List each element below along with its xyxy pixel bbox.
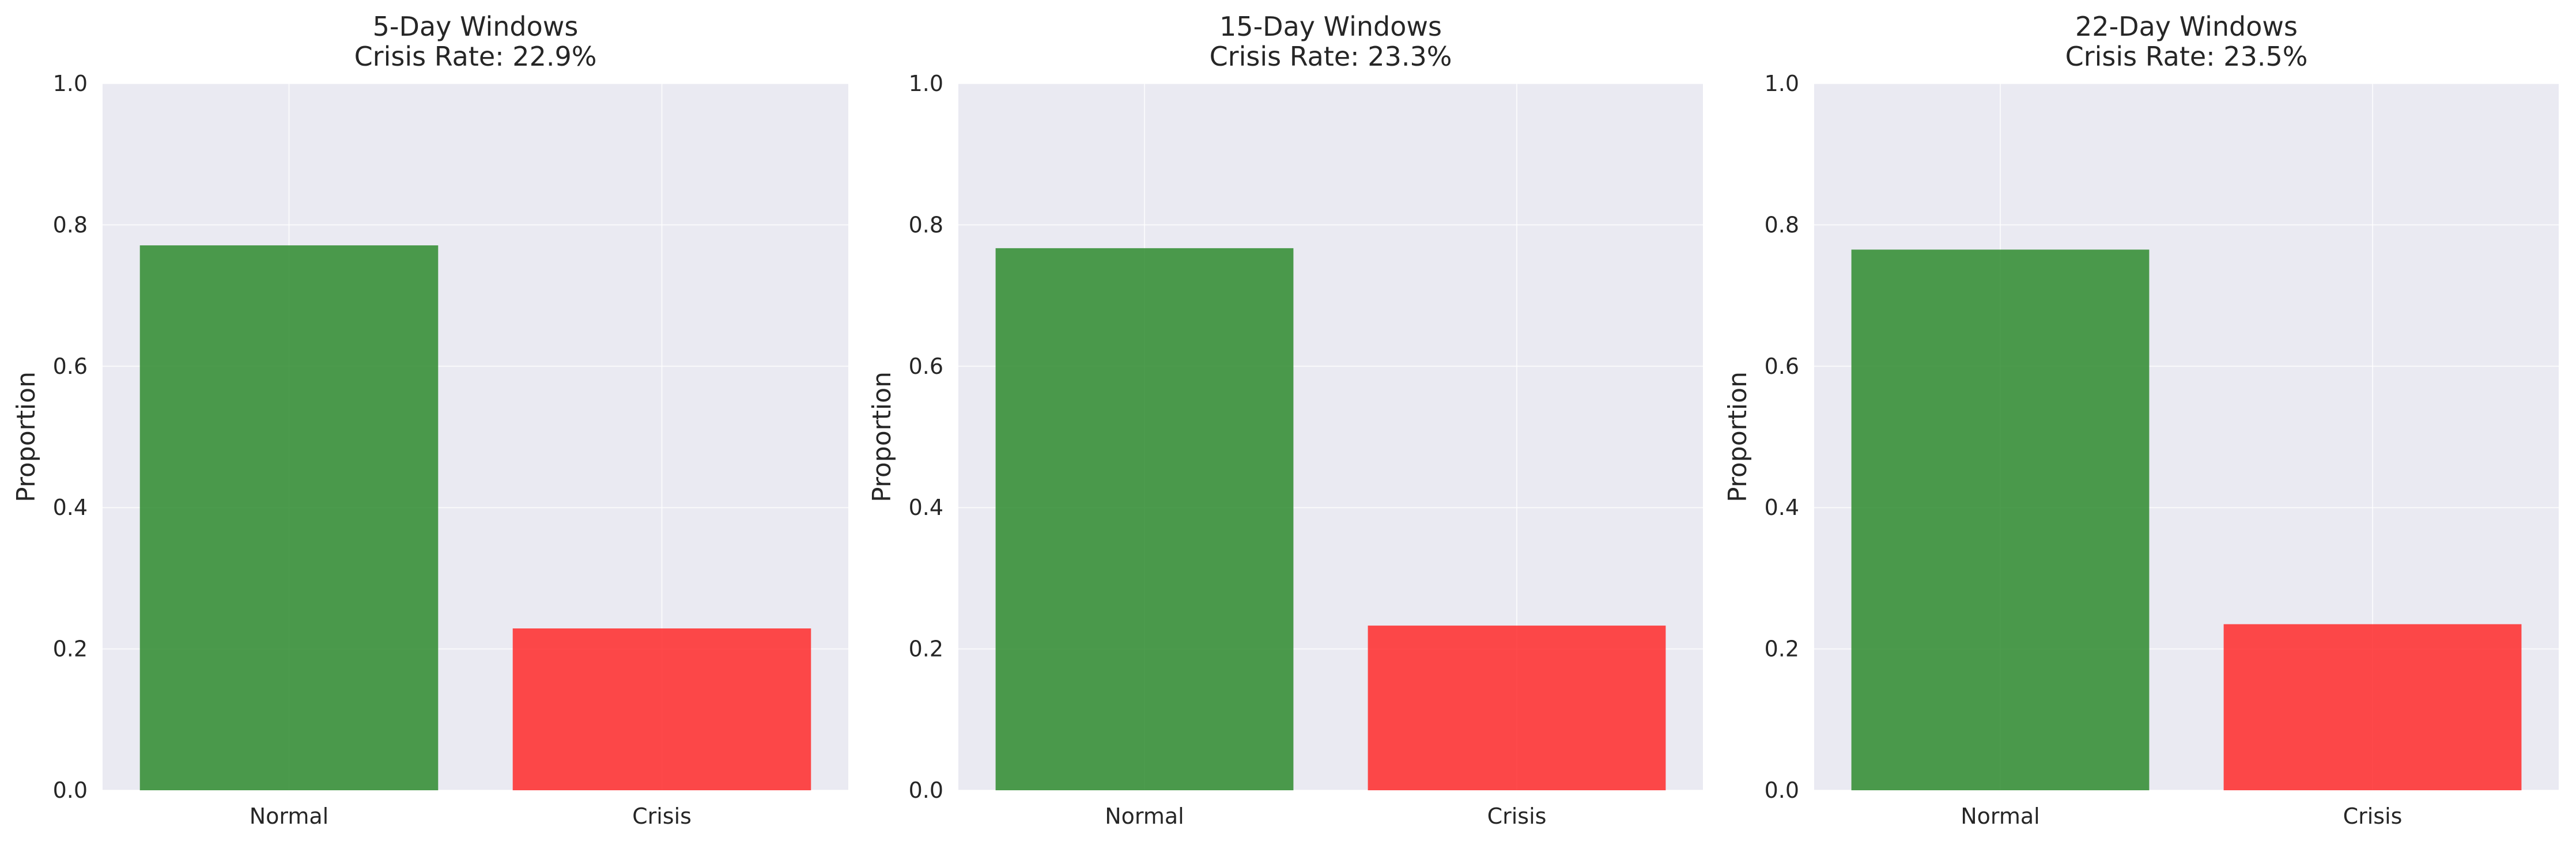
panel-3: 0.0 0.2 0.4 0.6 0.8 1.0 Normal Crisis Proportion… — [1723, 11, 2559, 829]
y-tick-label: 0.6 — [1765, 354, 1799, 379]
y-axis-label: Proportion — [1723, 372, 1752, 502]
bar-normal — [1851, 249, 2150, 791]
bar-crisis — [2223, 624, 2522, 790]
y-tick-label: 0.8 — [909, 212, 943, 237]
y-tick-label: 0.0 — [1765, 778, 1799, 803]
y-tick-label: 0.8 — [1765, 212, 1799, 237]
y-tick-label: 1.0 — [53, 71, 88, 96]
chart-subtitle: Crisis Rate: 23.5% — [2065, 41, 2308, 72]
bar-normal — [995, 248, 1294, 790]
chart-title: 15-Day Windows — [1219, 11, 1442, 42]
y-tick-label: 0.0 — [53, 778, 88, 803]
y-axis-label: Proportion — [867, 372, 897, 502]
x-tick-label: Crisis — [2343, 804, 2403, 829]
x-tick-label: Normal — [1105, 804, 1184, 829]
y-tick-label: 0.0 — [909, 778, 943, 803]
x-tick-label: Crisis — [632, 804, 692, 829]
y-tick-label: 0.2 — [1765, 636, 1799, 662]
bar-normal — [139, 245, 439, 790]
y-tick-label: 0.6 — [53, 354, 88, 379]
bar-crisis — [512, 628, 811, 790]
x-tick-label: Normal — [1961, 804, 2040, 829]
y-tick-label: 0.4 — [1765, 495, 1799, 520]
chart-title: 22-Day Windows — [2075, 11, 2298, 42]
x-tick-label: Crisis — [1487, 804, 1547, 829]
chart-subtitle: Crisis Rate: 22.9% — [354, 41, 597, 72]
y-axis-label: Proportion — [12, 372, 41, 502]
y-tick-label: 1.0 — [1765, 71, 1799, 96]
y-tick-label: 0.8 — [53, 212, 88, 237]
y-tick-label: 0.6 — [909, 354, 943, 379]
panel-2: 0.0 0.2 0.4 0.6 0.8 1.0 Normal Crisis Proportion… — [867, 11, 1703, 829]
chart-subtitle: Crisis Rate: 23.3% — [1210, 41, 1452, 72]
y-tick-label: 0.2 — [909, 636, 943, 662]
panel-1: 0.0 0.2 0.4 0.6 0.8 1.0 Normal Crisis Proportion… — [12, 11, 848, 829]
chart-title: 5-Day Windows — [373, 11, 579, 42]
bar-crisis — [1368, 626, 1666, 790]
y-tick-label: 0.4 — [909, 495, 943, 520]
y-tick-label: 0.4 — [53, 495, 88, 520]
x-tick-label: Normal — [250, 804, 329, 829]
y-tick-label: 1.0 — [909, 71, 943, 96]
y-tick-label: 0.2 — [53, 636, 88, 662]
